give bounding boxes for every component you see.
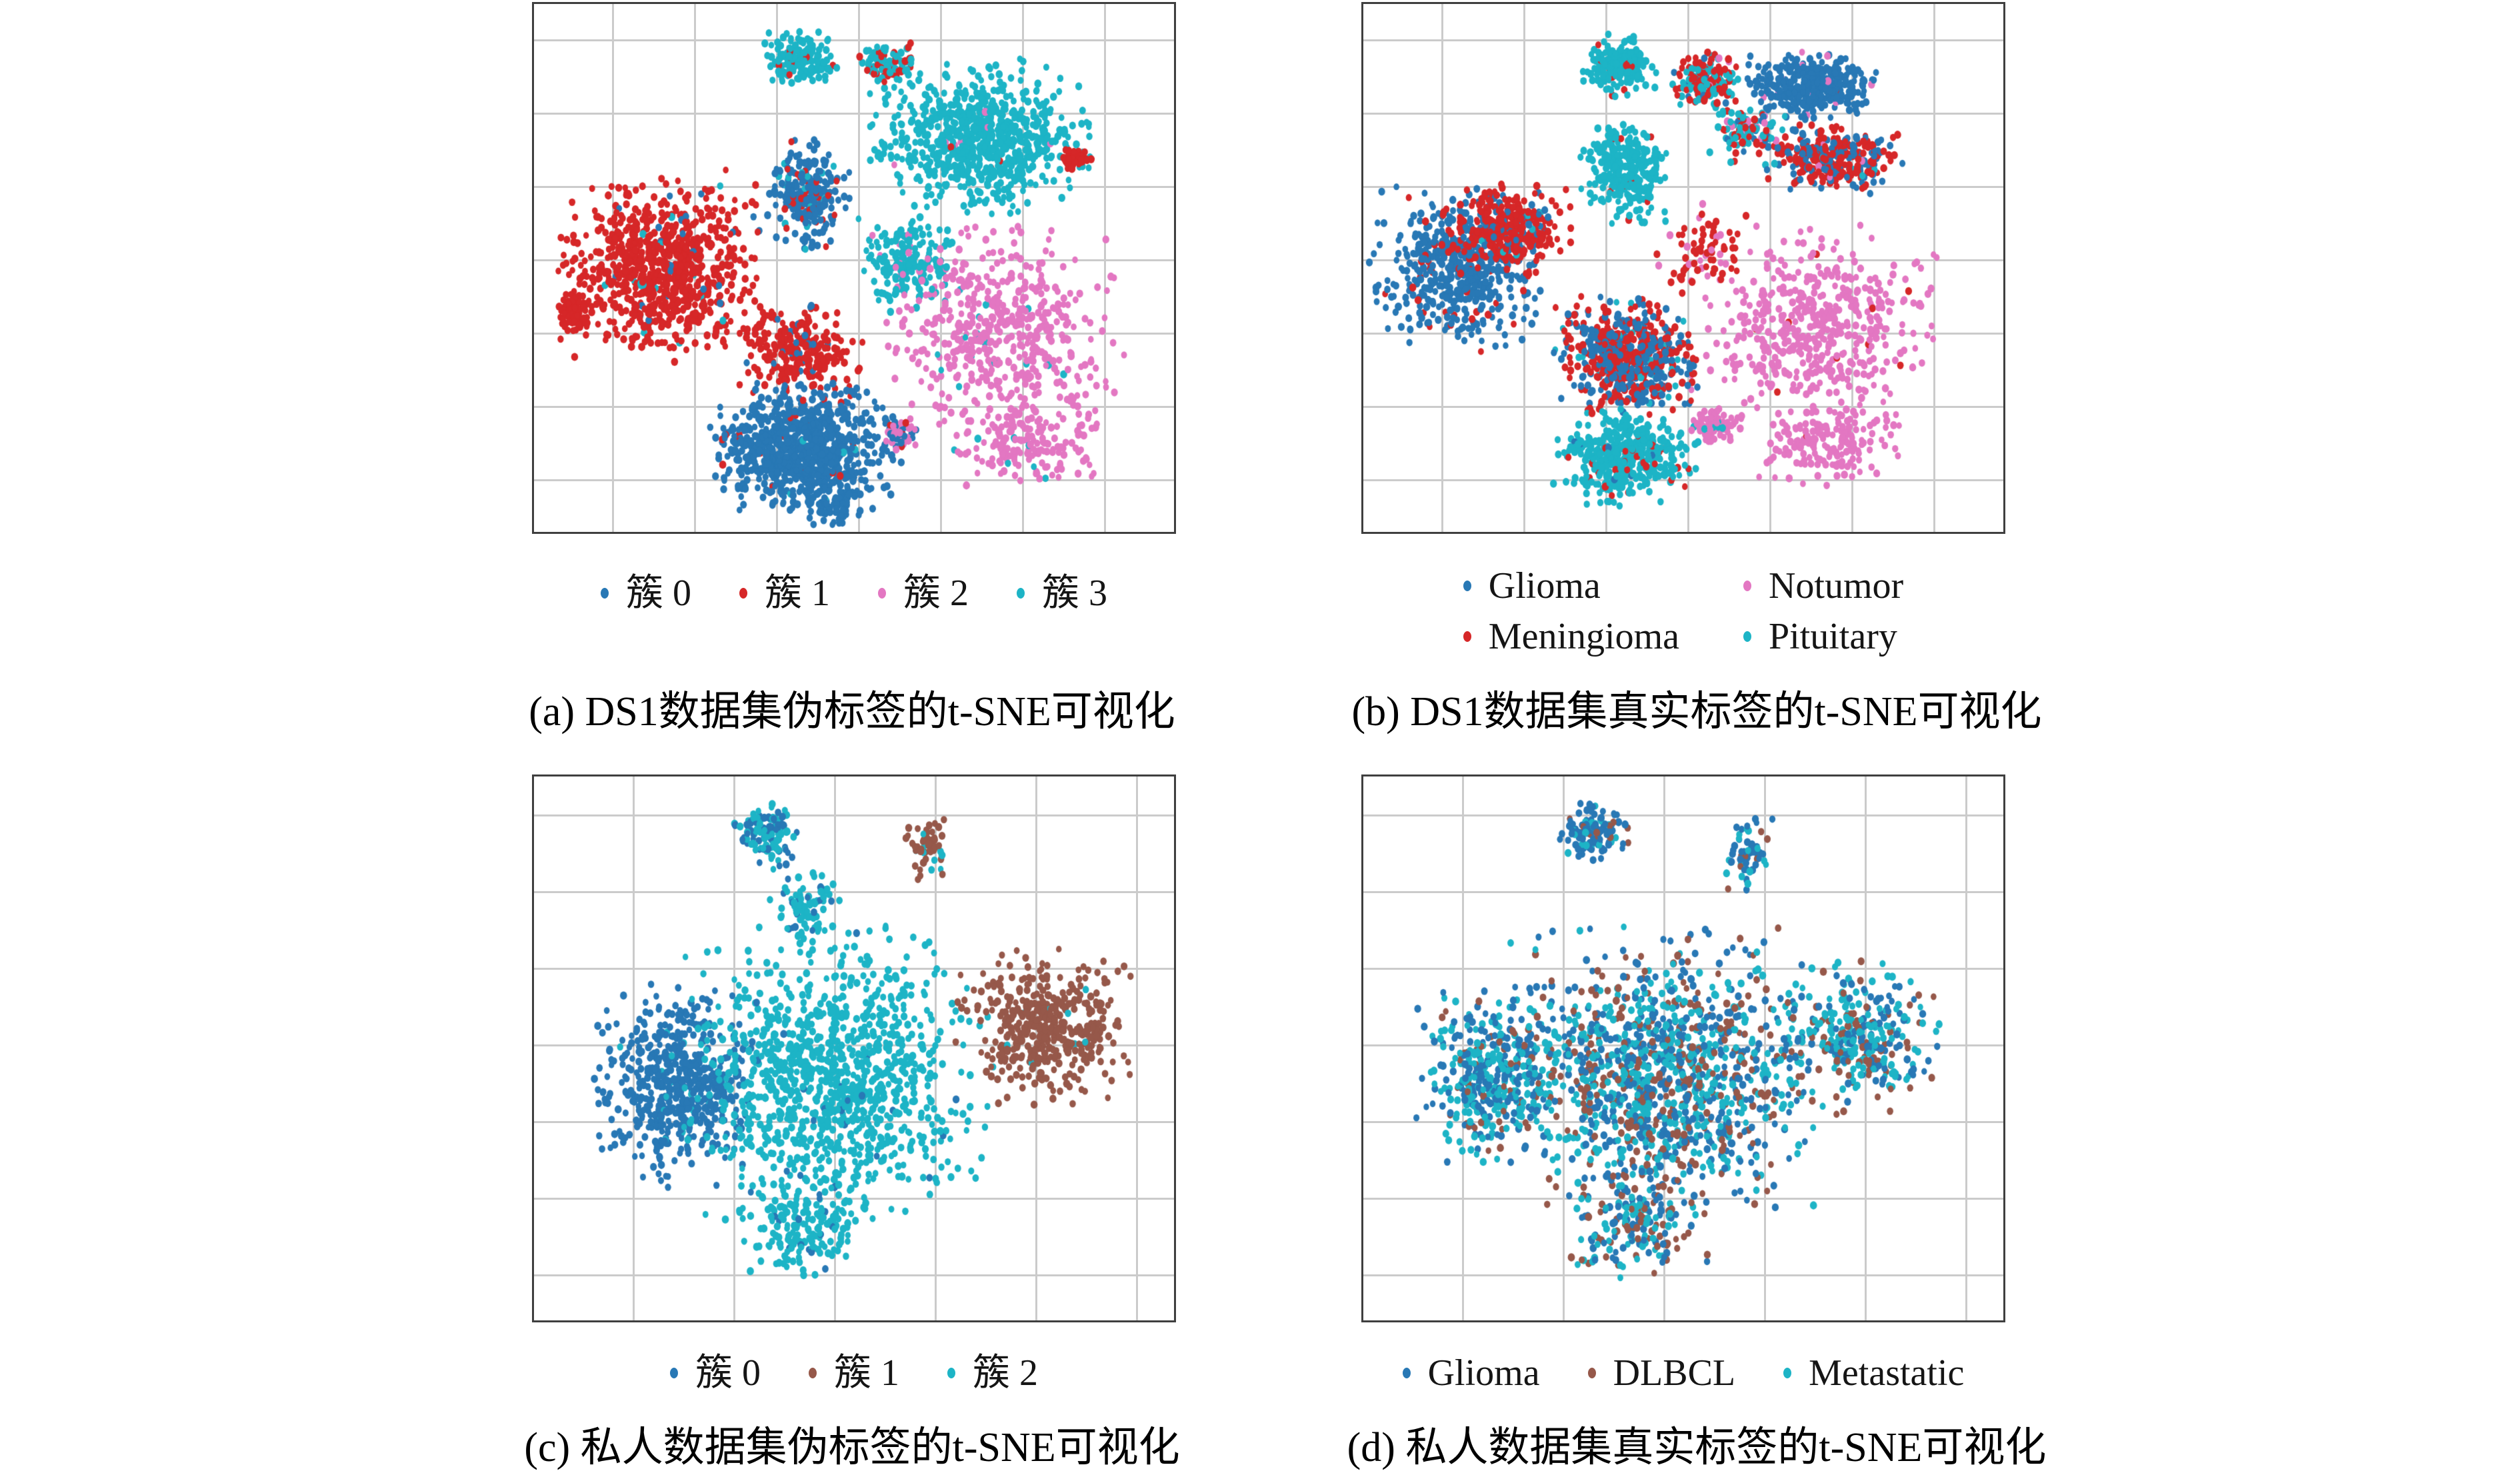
caption-c: (c) 私人数据集伪标签的t-SNE可视化 [524, 1425, 1180, 1470]
legend-marker-icon [670, 1367, 678, 1378]
legend-item: Metastatic [1783, 1352, 1964, 1394]
legend-marker-icon [1463, 631, 1471, 643]
legend-item: Glioma [1463, 565, 1679, 607]
tsne-panel-d [1361, 774, 2005, 1322]
legend-item: 簇 2 [947, 1352, 1038, 1394]
legend-marker-icon [1402, 1367, 1411, 1378]
tsne-scatter-canvas-d [1363, 776, 2003, 1320]
caption-d: (d) 私人数据集真实标签的t-SNE可视化 [1347, 1425, 2047, 1470]
legend-marker-icon [878, 587, 886, 599]
legend-label: 簇 2 [973, 1352, 1038, 1394]
caption-a: (a) DS1数据集伪标签的t-SNE可视化 [529, 689, 1175, 735]
legend-label: 簇 1 [765, 572, 830, 614]
tsne-scatter-canvas-c [534, 776, 1174, 1320]
legend-marker-icon [947, 1367, 955, 1378]
legend-label: Meningioma [1488, 616, 1679, 657]
legend-label: Notumor [1768, 565, 1904, 607]
tsne-scatter-canvas-a [534, 4, 1174, 532]
legend-label: Metastatic [1809, 1352, 1965, 1394]
legend-marker-icon [601, 587, 609, 599]
legend-item: DLBCL [1587, 1352, 1736, 1394]
legend-marker-icon [809, 1367, 817, 1378]
legend-label: Pituitary [1768, 616, 1897, 657]
legend-item: 簇 2 [878, 572, 969, 615]
tsne-panel-b [1361, 2, 2005, 534]
legend-item: 簇 0 [601, 572, 691, 615]
legend-panel-b: Glioma Notumor Meningioma Pituitary [1361, 555, 2005, 668]
legend-item: Glioma [1402, 1352, 1540, 1394]
legend-panel-d: Glioma DLBCL Metastatic [1361, 1345, 2005, 1401]
legend-item: Meningioma [1463, 615, 1679, 658]
legend-label: DLBCL [1613, 1352, 1736, 1394]
legend-label: 簇 0 [695, 1352, 761, 1394]
legend-label: Glioma [1427, 1352, 1540, 1394]
legend-label: 簇 0 [626, 572, 691, 614]
legend-label: 簇 3 [1042, 572, 1107, 614]
caption-b: (b) DS1数据集真实标签的t-SNE可视化 [1351, 689, 2042, 735]
legend-marker-icon [1743, 631, 1751, 643]
legend-marker-icon [1587, 1367, 1596, 1378]
legend-label: Glioma [1488, 565, 1601, 607]
tsne-panel-a [532, 2, 1176, 534]
legend-marker-icon [1743, 580, 1751, 591]
legend-panel-c: 簇 0 簇 1 簇 2 [532, 1345, 1176, 1401]
legend-item: 簇 0 [670, 1352, 761, 1394]
legend-label: 簇 1 [834, 1352, 899, 1394]
legend-marker-icon [1783, 1367, 1792, 1378]
legend-item: Pituitary [1743, 615, 1903, 658]
legend-panel-a: 簇 0 簇 1 簇 2 簇 3 [532, 561, 1176, 625]
legend-item: Notumor [1743, 565, 1903, 607]
tsne-panel-c [532, 774, 1176, 1322]
legend-marker-icon [1463, 580, 1471, 591]
tsne-scatter-canvas-b [1363, 4, 2003, 532]
legend-item: 簇 1 [809, 1352, 899, 1394]
legend-item: 簇 3 [1017, 572, 1107, 615]
legend-marker-icon [1017, 587, 1025, 599]
legend-label: 簇 2 [903, 572, 969, 614]
legend-item: 簇 1 [739, 572, 830, 615]
legend-marker-icon [739, 587, 747, 599]
